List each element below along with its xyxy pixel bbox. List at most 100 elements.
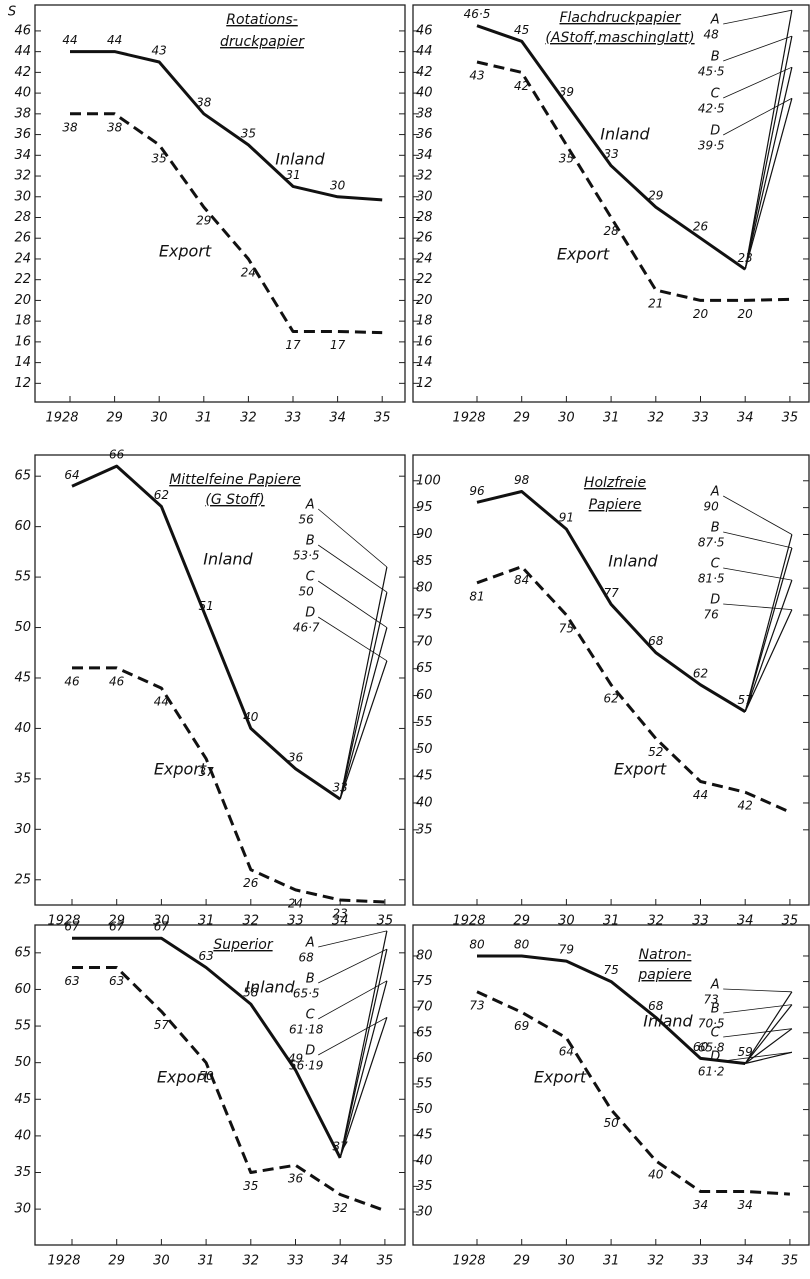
y-tick-label: 46: [14, 23, 31, 38]
series-line: [71, 464, 342, 801]
variant-label: 81·5: [698, 572, 725, 586]
data-label: 77: [603, 586, 619, 600]
plot-frame: [34, 454, 406, 906]
data-label: 38: [196, 95, 212, 109]
data-label: 35: [559, 151, 574, 165]
x-tick-label: 33: [692, 411, 709, 426]
y-tick-label: 34: [416, 148, 433, 163]
data-label: 34: [693, 1198, 708, 1212]
data-label: 59: [738, 1045, 753, 1059]
variant-label: 50: [299, 585, 315, 599]
x-tick-label: 29: [106, 411, 123, 426]
y-tick-label: 65: [416, 661, 433, 676]
data-label: 26: [693, 220, 709, 234]
x-tick-label: 29: [513, 1254, 530, 1269]
y-tick-label: 90: [416, 527, 433, 542]
x-tick-label: 32: [648, 1254, 665, 1269]
data-label: 96: [469, 484, 485, 498]
x-tick-label: 34: [737, 1254, 754, 1269]
leader-line: [723, 988, 792, 993]
chart-title: Papiere: [589, 497, 642, 513]
y-tick-label: 42: [416, 65, 433, 80]
leader-line: [723, 35, 793, 62]
y-tick-label: 40: [416, 795, 433, 810]
x-tick-label: 29: [513, 411, 530, 426]
y-tick-label: 45: [416, 769, 433, 784]
data-label: 62: [603, 691, 618, 705]
x-tick-label: 35: [782, 914, 799, 929]
y-tick-label: 28: [14, 210, 31, 225]
chart-title: (AStoff,maschinglatt): [545, 30, 694, 46]
data-label: 29: [196, 214, 211, 228]
x-tick-label: 30: [558, 914, 575, 929]
y-tick-label: 35: [14, 771, 31, 786]
y-tick-label: 85: [416, 554, 433, 569]
leader-line: [723, 97, 793, 136]
variant-label: 45·5: [698, 65, 725, 79]
series-line: [72, 936, 342, 1159]
variant-name: A: [305, 936, 315, 951]
y-tick-label: 16: [416, 334, 433, 349]
variant-label: 42·5: [698, 102, 725, 116]
data-label: 64: [64, 468, 79, 482]
variant-name: A: [710, 485, 720, 500]
variant-line: [339, 1017, 388, 1159]
variant-name: D: [710, 124, 720, 139]
variant-name: B: [711, 50, 720, 65]
y-tick-label: 38: [14, 106, 31, 121]
variant-label: 68: [299, 951, 315, 965]
series-line: [70, 50, 383, 202]
y-tick-label: 26: [14, 231, 31, 246]
variant-label: 56·19: [289, 1059, 323, 1073]
y-tick-label: 20: [14, 293, 31, 308]
data-label: 46: [64, 674, 80, 688]
data-label: 21: [648, 297, 663, 311]
variant-line: [339, 660, 388, 800]
variant-line: [339, 627, 388, 800]
x-tick-label: 35: [377, 914, 394, 929]
data-label: 17: [285, 338, 301, 352]
variant-name: D: [710, 593, 720, 608]
data-label: 64: [559, 1044, 574, 1058]
variant-line: [744, 10, 793, 270]
series-name: Inland: [643, 1012, 693, 1031]
data-label: 80: [469, 937, 485, 951]
series-line: [72, 666, 385, 904]
leader-line: [723, 9, 792, 25]
data-label: 63: [109, 974, 124, 988]
y-tick-label: 75: [416, 974, 433, 989]
y-tick-label: 16: [14, 334, 31, 349]
chart-title: Mittelfeine Papiere: [169, 472, 301, 488]
chart-title: Natron-: [639, 947, 692, 963]
data-label: 24: [241, 265, 256, 279]
data-label: 62: [693, 666, 708, 680]
y-tick-label: 46: [416, 23, 433, 38]
variant-name: B: [711, 521, 720, 536]
x-tick-label: 34: [329, 411, 346, 426]
y-tick-label: 35: [416, 1179, 433, 1194]
variant-label: 39·5: [698, 139, 725, 153]
plot-frame: [412, 4, 810, 403]
variant-line: [744, 534, 793, 712]
x-tick-label: 1928: [452, 914, 485, 929]
series-line: [476, 990, 790, 1196]
x-tick-label: 1928: [452, 411, 485, 426]
variant-name: C: [711, 87, 721, 102]
x-tick-label: 31: [603, 914, 620, 929]
y-tick-label: 12: [416, 376, 433, 391]
data-label: 50: [603, 1116, 619, 1130]
y-axis-label: S: [8, 5, 16, 20]
data-label: 38: [62, 120, 78, 134]
variant-name: A: [710, 13, 720, 28]
x-tick-label: 30: [151, 411, 168, 426]
leader-line: [723, 531, 792, 549]
y-tick-label: 60: [14, 982, 31, 997]
y-tick-label: 34: [14, 148, 31, 163]
y-tick-label: 35: [416, 822, 433, 837]
series-line: [476, 60, 790, 302]
y-tick-label: 70: [416, 1000, 433, 1015]
leader-line: [317, 508, 388, 568]
chart-title: (G Stoff): [205, 492, 264, 508]
chart-title: Superior: [213, 937, 273, 953]
variant-line: [744, 1028, 793, 1064]
